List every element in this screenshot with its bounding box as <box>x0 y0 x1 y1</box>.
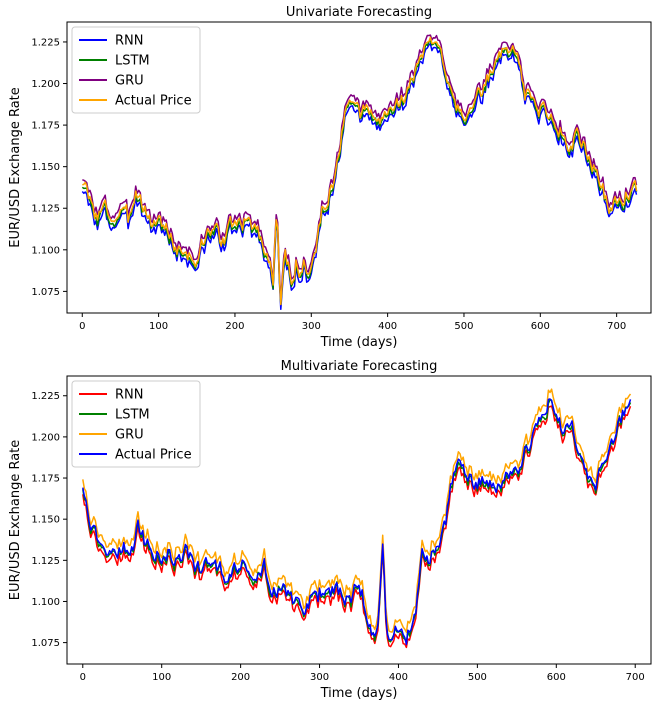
x-axis-label: Time (days) <box>320 686 398 701</box>
y-tick-label: 1.175 <box>31 474 60 485</box>
legend-label: Actual Price <box>115 448 192 463</box>
chart-0: Univariate Forecasting 0 100 200 300 400 500 60… <box>8 5 652 350</box>
y-tick-label: 1.200 <box>31 432 60 443</box>
x-tick-label: 700 <box>626 672 645 683</box>
y-tick-label: 1.175 <box>31 121 60 132</box>
y-tick-label: 1.125 <box>31 204 60 215</box>
y-tick-label: 1.150 <box>31 515 60 526</box>
x-tick-label: 300 <box>310 672 329 683</box>
legend-label: RNN <box>115 34 143 49</box>
y-tick-label: 1.075 <box>31 287 60 298</box>
y-axis-label: EUR/USD Exchange Rate <box>8 440 23 601</box>
x-tick-label: 600 <box>531 321 550 332</box>
y-tick-label: 1.100 <box>31 597 60 608</box>
x-tick-label: 100 <box>149 321 168 332</box>
x-tick-label: 200 <box>225 321 244 332</box>
legend-label: LSTM <box>115 408 150 423</box>
y-tick-label: 1.200 <box>31 79 60 90</box>
legend-label: LSTM <box>115 54 150 69</box>
legend-box <box>71 380 201 468</box>
legend-box <box>71 26 201 114</box>
y-axis-label: EUR/USD Exchange Rate <box>8 87 23 248</box>
chart-1: Multivariate Forecasting 0 100 200 300 400 500… <box>8 359 652 701</box>
x-tick-label: 400 <box>389 672 408 683</box>
x-tick-label: 0 <box>80 672 86 683</box>
series-line-rnn <box>82 405 632 649</box>
x-tick-label: 0 <box>79 321 85 332</box>
series-line-gru <box>82 388 632 633</box>
x-tick-label: 500 <box>468 672 487 683</box>
x-tick-label: 100 <box>152 672 171 683</box>
y-tick-label: 1.100 <box>31 245 60 256</box>
x-tick-label: 200 <box>231 672 250 683</box>
x-tick-label: 400 <box>378 321 397 332</box>
chart-title: Multivariate Forecasting <box>281 359 438 374</box>
series-line-actual-price <box>82 398 632 646</box>
y-tick-label: 1.125 <box>31 556 60 567</box>
x-axis-label: Time (days) <box>320 335 398 350</box>
chart-title: Univariate Forecasting <box>286 5 432 20</box>
y-tick-label: 1.225 <box>31 391 60 402</box>
x-tick-label: 700 <box>607 321 626 332</box>
y-tick-label: 1.225 <box>31 37 60 48</box>
legend-label: RNN <box>115 388 143 403</box>
series-line-actual-price <box>82 36 638 306</box>
legend-label: GRU <box>115 428 144 443</box>
legend-label: Actual Price <box>115 94 192 109</box>
y-tick-label: 1.150 <box>31 162 60 173</box>
y-tick-label: 1.075 <box>31 638 60 649</box>
x-tick-label: 600 <box>547 672 566 683</box>
x-tick-label: 500 <box>454 321 473 332</box>
legend-label: GRU <box>115 74 144 89</box>
x-tick-label: 300 <box>302 321 321 332</box>
